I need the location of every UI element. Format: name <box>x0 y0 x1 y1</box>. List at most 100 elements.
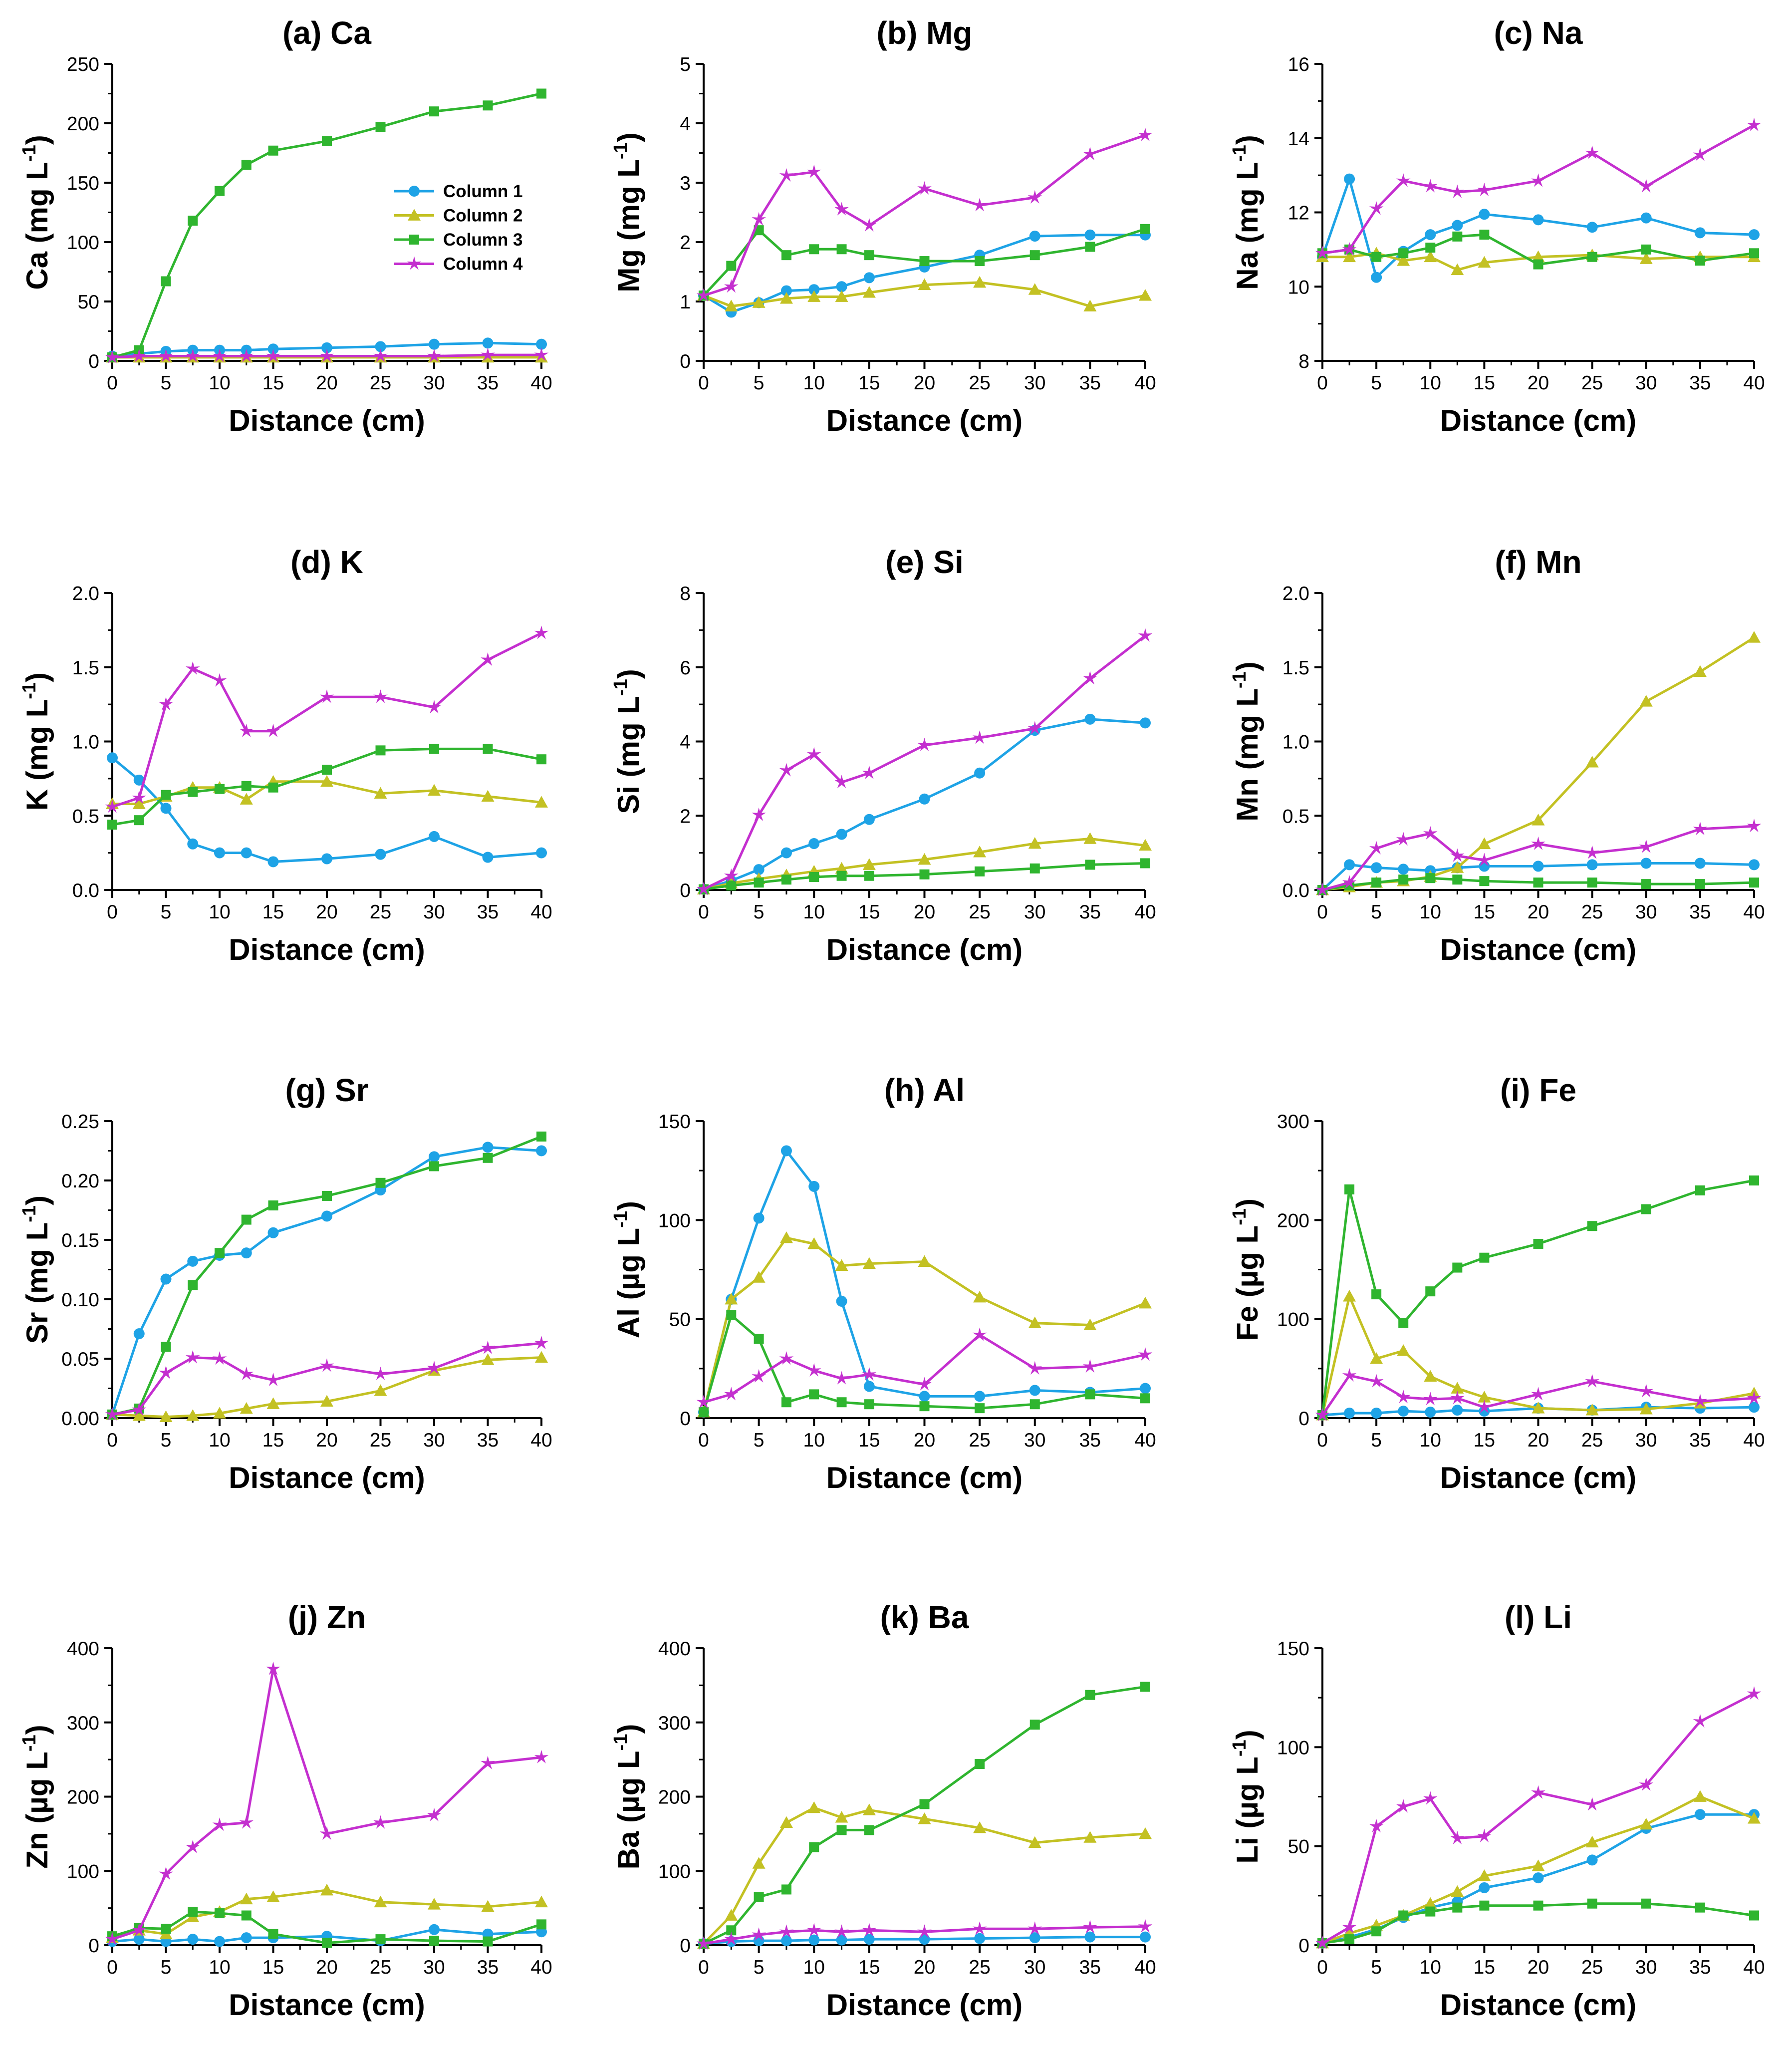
data-point <box>863 272 875 284</box>
panel-title: (k) Ba <box>880 1599 969 1635</box>
x-tick-label: 10 <box>803 901 825 923</box>
y-axis-label: Zn (µg L-1) <box>19 1725 54 1868</box>
legend-label: Column 2 <box>443 206 522 226</box>
y-axis-label-sup: -1 <box>1229 145 1250 162</box>
data-point <box>809 1842 819 1852</box>
data-point <box>215 1248 225 1258</box>
y-tick-label: 1.0 <box>72 732 99 753</box>
data-point <box>862 1923 877 1937</box>
y-tick-label: 2 <box>680 232 691 254</box>
data-point <box>862 286 876 298</box>
x-tick-label: 35 <box>477 901 499 923</box>
data-point <box>779 292 793 304</box>
data-point <box>373 348 388 362</box>
data-point <box>864 871 874 881</box>
y-tick-label: 0 <box>680 1935 691 1957</box>
data-point <box>134 815 144 826</box>
x-tick-label: 10 <box>209 1430 230 1451</box>
data-point <box>836 871 847 881</box>
y-axis-label-sup: -1 <box>1229 671 1250 688</box>
data-point <box>917 1924 932 1938</box>
y-axis-label-sup: -1 <box>610 679 631 696</box>
data-point <box>1585 1797 1599 1811</box>
x-tick-label: 5 <box>1371 901 1382 923</box>
data-point <box>319 1358 334 1372</box>
x-tick-label: 15 <box>262 372 284 394</box>
data-point <box>1479 230 1490 240</box>
data-point <box>1396 1390 1411 1404</box>
data-point <box>107 752 118 764</box>
data-point <box>240 793 253 805</box>
data-point <box>1533 861 1544 872</box>
series-column-2 <box>106 775 548 809</box>
x-tick-label: 15 <box>858 1430 880 1451</box>
data-point <box>375 745 386 756</box>
data-point <box>1532 250 1545 263</box>
legend-marker <box>409 235 419 245</box>
x-tick-label: 35 <box>1079 901 1101 923</box>
data-point <box>266 1372 280 1386</box>
y-tick-label: 150 <box>658 1111 691 1133</box>
data-point <box>752 807 766 821</box>
legend-item-column-4: Column 4 <box>394 255 523 274</box>
data-point <box>724 868 739 882</box>
series-column-3 <box>107 1131 546 1420</box>
data-point <box>1479 209 1490 220</box>
series-column-2 <box>1316 631 1761 895</box>
x-tick-label: 20 <box>316 1957 337 1978</box>
x-axis-label: Distance (cm) <box>229 933 425 966</box>
data-point <box>239 348 254 362</box>
data-point <box>1029 1720 1040 1730</box>
series-line <box>1321 1295 1755 1416</box>
data-point <box>1695 256 1705 266</box>
data-point <box>835 1811 848 1823</box>
data-point <box>807 1237 821 1249</box>
x-tick-label: 35 <box>1079 1957 1101 1978</box>
data-point <box>1585 756 1599 768</box>
y-axis-label: Ca (mg L-1) <box>19 135 54 290</box>
data-point <box>807 1801 821 1813</box>
x-tick-label: 40 <box>1134 1430 1156 1451</box>
data-point <box>836 829 847 840</box>
data-point <box>917 737 932 752</box>
data-point <box>1315 1408 1330 1422</box>
data-point <box>132 1402 146 1416</box>
series-line <box>703 134 1146 297</box>
data-point <box>215 1908 225 1919</box>
y-tick-label: 0.10 <box>61 1289 99 1311</box>
series-column-3 <box>107 744 546 830</box>
data-point <box>808 838 820 850</box>
data-point <box>374 1895 387 1908</box>
data-point <box>374 1384 387 1396</box>
data-point <box>159 1410 173 1423</box>
y-axis-label-sup: -1 <box>610 1734 631 1751</box>
data-point <box>918 1812 931 1824</box>
x-tick-label: 20 <box>914 372 935 394</box>
data-point <box>973 1821 987 1833</box>
data-point <box>1085 860 1095 870</box>
data-point <box>268 145 278 156</box>
series-column-4 <box>1315 819 1762 896</box>
data-point <box>1027 721 1042 735</box>
y-tick-label: 1 <box>680 292 691 313</box>
data-point <box>241 781 252 791</box>
data-point <box>1477 853 1492 867</box>
data-point <box>213 1407 226 1419</box>
x-tick-label: 30 <box>1635 901 1657 923</box>
data-point <box>779 168 794 182</box>
y-tick-label: 14 <box>1288 128 1309 150</box>
panel-title: (g) Sr <box>285 1072 368 1108</box>
data-point <box>696 1395 711 1409</box>
data-point <box>779 1816 793 1828</box>
data-point <box>726 261 737 271</box>
data-point <box>319 1826 334 1840</box>
data-point <box>1029 1399 1040 1410</box>
data-point <box>725 1293 738 1305</box>
data-point <box>1371 252 1382 262</box>
y-axis-label-base: Mn (mg L <box>1231 688 1264 822</box>
y-tick-label: 250 <box>67 54 99 75</box>
data-point <box>1029 1385 1040 1396</box>
legend-label: Column 1 <box>443 182 522 201</box>
data-point <box>835 290 848 302</box>
data-point <box>321 853 332 865</box>
